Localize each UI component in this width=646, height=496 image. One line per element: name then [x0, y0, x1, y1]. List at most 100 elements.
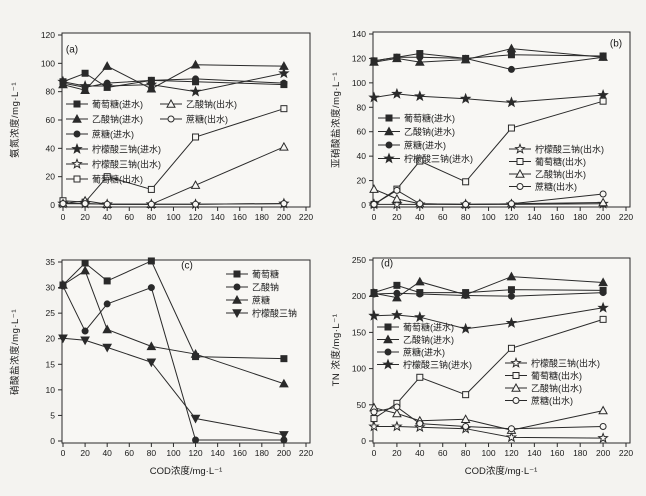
- x-tick-label: 140: [211, 212, 225, 222]
- x-tick-label: 140: [527, 212, 541, 222]
- y-tick-label: 100: [41, 58, 55, 68]
- y-axis-label-a: 氨氮浓度/mg·L⁻¹: [10, 82, 21, 158]
- legend-block-2: 柠檬酸三钠(出水)葡萄糖(出水) 乙酸钠(出水)蔗糖(出水): [505, 356, 600, 406]
- y-tick-label: 100: [352, 78, 366, 88]
- x-tick-label: 20: [392, 448, 402, 458]
- x-tick-label: 80: [461, 212, 471, 222]
- chart-b-svg: 0 20 40 60 80 100 120 140 160 180 200 220 0 20 40 60 80 1…: [352, 29, 634, 222]
- legend-block-1: 葡萄糖(进水) 乙酸钠(进水) 蔗糖(进水) 柠檬酸三钠(进水) 柠檬酸三钠(出水) 葡萄…: [66, 99, 161, 185]
- x-tick-label: 0: [372, 448, 377, 458]
- series-sucrose-in: [370, 53, 607, 73]
- y-tick-label: 30: [46, 283, 56, 293]
- x-tick-label: 100: [481, 212, 495, 222]
- x-tick-label: 100: [166, 448, 180, 458]
- y-tick-label: 5: [50, 410, 55, 420]
- series-sucrose: [58, 265, 289, 388]
- legend-label-sucrose: 蔗糖: [252, 295, 270, 306]
- x-tick-label: 200: [596, 448, 610, 458]
- y-tick-label: 15: [46, 359, 56, 369]
- x-tick-label: 60: [125, 448, 135, 458]
- panel-letter-a: (a): [65, 44, 79, 56]
- x-tick-label: 220: [299, 448, 313, 458]
- axes: 0 20 40 60 80 100 120 140 160 180 200 220 0 50 100 150 2…: [352, 255, 634, 458]
- x-tick-label: 220: [299, 212, 313, 222]
- y-tick-label: 0: [361, 436, 366, 446]
- y-tick-label: 100: [352, 364, 366, 374]
- x-tick-label: 80: [461, 448, 471, 458]
- legend-block-2: 柠檬酸三钠(出水)葡萄糖(出水) 乙酸钠(出水)蔗糖(出水): [509, 142, 604, 192]
- x-tick-label: 80: [147, 212, 157, 222]
- y-tick-label: 35: [46, 257, 56, 267]
- series-glucose-out: [370, 315, 607, 423]
- chart-d-svg: 0 20 40 60 80 100 120 140 160 180 200 220 0 50 100 150 2…: [352, 255, 634, 458]
- y-tick-label: 60: [357, 127, 367, 137]
- panel-letter-b: (b): [609, 38, 623, 50]
- x-tick-label: 60: [438, 448, 448, 458]
- x-tick-label: 160: [233, 212, 247, 222]
- legend-label-acetate-out: 乙酸钠(出水): [535, 169, 586, 180]
- chart-panel-d: 0 20 40 60 80 100 120 140 160 180 200 220 0 50 100 150 2…: [323, 248, 646, 496]
- legend-label-acetate-out: 乙酸钠(出水): [531, 383, 582, 394]
- y-tick-label: 80: [357, 102, 367, 112]
- y-tick-label: 10: [46, 385, 56, 395]
- x-tick-label: 200: [277, 448, 291, 458]
- legend-label-glucose-in: 葡萄糖(进水): [403, 322, 454, 333]
- series-citrate-in: [57, 67, 290, 97]
- series-sucrose-in: [370, 289, 607, 300]
- legend-block-1: 葡萄糖(进水) 乙酸钠(进水) 蔗糖(进水) 柠檬酸三钠(进水): [378, 113, 473, 164]
- x-tick-label: 220: [619, 448, 633, 458]
- y-axis-label-c: 硝酸盐浓度/mg·L⁻¹: [10, 309, 21, 395]
- x-tick-label: 120: [188, 448, 202, 458]
- legend-label-sucrose-in: 蔗糖(进水): [403, 347, 445, 358]
- x-tick-label: 180: [255, 448, 269, 458]
- y-tick-label: 140: [352, 29, 366, 39]
- plot-area: [61, 259, 311, 444]
- y-tick-label: 25: [46, 308, 56, 318]
- legend-label-acetate-in: 乙酸钠(进水): [404, 126, 455, 137]
- x-tick-label: 220: [619, 212, 633, 222]
- y-tick-label: 150: [352, 327, 366, 337]
- series-sucrose-out: [59, 200, 288, 208]
- legend-label-citrate-in: 柠檬酸三钠(进水): [403, 359, 472, 370]
- x-tick-label: 100: [166, 212, 180, 222]
- legend-label-acetate-in: 乙酸钠(进水): [403, 334, 454, 345]
- x-tick-label: 120: [504, 212, 518, 222]
- y-tick-label: 80: [46, 87, 56, 97]
- x-tick-label: 120: [504, 448, 518, 458]
- x-tick-label: 180: [573, 448, 587, 458]
- legend-label-sucrose-in: 蔗糖(进水): [404, 140, 446, 151]
- x-tick-label: 80: [147, 448, 157, 458]
- x-tick-label: 40: [415, 448, 425, 458]
- y-tick-label: 60: [46, 115, 56, 125]
- legend-label-glucose-in: 葡萄糖(进水): [404, 113, 455, 124]
- y-axis-label-b: 亚硝酸盐浓度/mg·L⁻¹: [331, 72, 342, 168]
- legend-label-sucrose-out: 蔗糖(出水): [186, 114, 228, 125]
- x-tick-label: 40: [102, 212, 112, 222]
- series-sucrose-out: [370, 186, 607, 208]
- y-tick-label: 0: [50, 200, 55, 210]
- series-citrate-in: [368, 87, 609, 108]
- panel-letter-c: (c): [181, 260, 193, 272]
- legend-label-glucose: 葡萄糖: [252, 269, 279, 280]
- x-tick-label: 140: [211, 448, 225, 458]
- x-tick-label: 60: [438, 212, 448, 222]
- y-tick-label: 20: [46, 172, 56, 182]
- y-tick-label: 20: [46, 334, 56, 344]
- x-tick-label: 20: [392, 212, 402, 222]
- y-tick-label: 20: [357, 176, 367, 186]
- legend-label-sucrose-out: 蔗糖(出水): [531, 395, 573, 406]
- y-tick-label: 250: [352, 255, 366, 265]
- legend-label-glucose-in: 葡萄糖(进水): [92, 99, 143, 110]
- axes: 0 20 40 60 80 100 120 140 160 180 200 220 0 5 10 15 20 25…: [46, 257, 314, 458]
- legend-label-sucrose-out: 蔗糖(出水): [535, 181, 577, 192]
- x-axis-label-d: COD浓度/mg·L⁻¹: [464, 466, 538, 477]
- y-tick-label: 40: [357, 151, 367, 161]
- legend-label-citrate-in: 柠檬酸三钠(进水): [92, 144, 161, 155]
- x-tick-label: 0: [61, 448, 66, 458]
- x-tick-label: 160: [550, 212, 564, 222]
- x-axis-label-c: COD浓度/mg·L⁻¹: [149, 466, 223, 477]
- legend-block-2: 乙酸钠(出水) 蔗糖(出水): [160, 99, 237, 125]
- x-tick-label: 20: [80, 212, 90, 222]
- plot-area: [61, 32, 311, 208]
